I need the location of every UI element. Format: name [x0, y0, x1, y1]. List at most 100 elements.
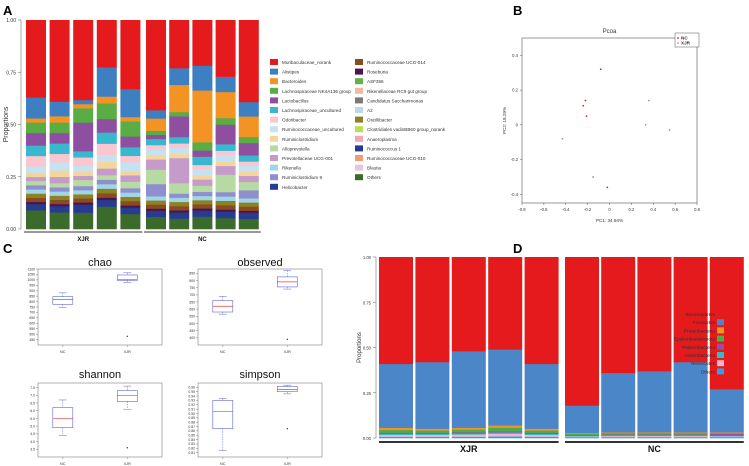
a-legend-label-candidatus-saccharimonas: Candidatus Saccharimonas	[367, 98, 424, 103]
c-simpson-y-tick-label: 0.94	[188, 394, 195, 398]
d-y-axis-title: Proportions	[357, 332, 363, 363]
d-bar-segment-firmicutes	[637, 371, 672, 433]
d-bar-segment-others	[451, 436, 486, 439]
a-bar-segment-lactobacillus	[238, 142, 259, 156]
d-bar-segment-epsilonbacteraeota	[601, 432, 636, 435]
a-bar-segment-odoribacter	[73, 157, 94, 166]
a-bar-segment-ruminococcaceae-uncultured	[192, 168, 213, 176]
a-bar-segment-ruminiclostridium	[73, 171, 94, 177]
a-bar-segment-rikenella	[169, 197, 190, 203]
a-bar-segment-oscillibacter	[73, 194, 94, 199]
a-bar-segment-rikenella	[215, 196, 236, 201]
d-bar-segment-tenericutes	[524, 434, 559, 437]
b-point-xjr	[592, 176, 594, 178]
c-observed-x-tick-label-xjr: XJR	[284, 350, 291, 354]
d-bar-segment-firmicutes	[415, 361, 450, 429]
panel-letter-a: A	[3, 3, 13, 18]
a-bar-segment-lactobacillus	[146, 134, 166, 140]
a-bar-segment-lachnospiraceae-uncultured	[238, 155, 259, 162]
a-bar-segment-bacteroides	[146, 118, 166, 131]
a-legend-label-asf356: ASF356	[367, 79, 384, 84]
b-x-tick-label: 0.2	[628, 207, 634, 212]
d-bar-segment-actinobacteria	[673, 435, 708, 437]
c-simpson-y-tick-label: 0.88	[188, 420, 195, 424]
d-legend-swatch-bacteroidetes	[717, 311, 724, 317]
a-bar-segment-lactobacillus	[96, 118, 117, 133]
a-bar-segment-alistipes	[192, 65, 213, 91]
c-simpson-y-tick-label: 0.81	[188, 451, 195, 455]
a-bar-segment-ruminococcus-1	[96, 199, 117, 203]
d-bar-segment-firmicutes	[524, 363, 559, 429]
a-bar-segment-muribaculaceae-norank	[169, 20, 190, 69]
c-chao-y-tick-label: 700	[29, 311, 35, 315]
a-bar-segment-ruminococcaceae-uncultured	[238, 165, 259, 172]
d-y-tick-label: 0.50	[363, 346, 372, 351]
a-bar-segment-roseburia	[169, 210, 190, 213]
a-bar-segment-alloprevotella	[26, 180, 46, 186]
d-bar-segment-bacteroidetes	[451, 257, 486, 352]
d-bar-segment-patescibacteria	[415, 432, 450, 434]
a-bar-segment-lachnospiraceae-nk4a136-group	[120, 121, 141, 137]
a-legend-swatch-blautia	[355, 164, 363, 171]
a-bar-segment-muribaculaceae-norank	[73, 20, 94, 101]
d-bar-segment-others	[379, 436, 413, 439]
a-legend-swatch-candidatus-saccharimonas	[355, 97, 363, 104]
a-legend-swatch-bacteroides	[270, 78, 278, 85]
b-point-nc	[584, 99, 587, 102]
d-bar-segment-proteobacteria	[379, 427, 413, 431]
d-bar-segment-epsilonbacteraeota	[709, 432, 744, 434]
d-bar-segment-proteobacteria	[488, 425, 523, 428]
a-bar-segment-lachnospiraceae-nk4a136-group	[26, 122, 46, 134]
a-bar-segment-roseburia	[96, 197, 117, 201]
c-chao-y-tick-label: 600	[29, 322, 35, 326]
a-bar-segment-ruminococcaceae-ucg-014	[238, 206, 259, 211]
a-bar-segment-ruminococcus-1	[169, 212, 190, 215]
a-bar-segment-lachnospiraceae-uncultured	[192, 156, 213, 166]
a-bar-segment-lachnospiraceae-uncultured	[26, 145, 46, 157]
d-bar-segment-others	[415, 436, 450, 439]
a-legend-swatch-a2	[355, 107, 363, 113]
c-chao-outlier-xjr	[126, 335, 128, 338]
c-chao-y-tick-label: 650	[29, 316, 35, 320]
a-bar-segment-odoribacter	[215, 150, 236, 156]
c-chao-y-tick-label: 450	[29, 338, 35, 342]
c-simpson-box-xjr	[276, 386, 298, 393]
d-y-tick-label: 1.00	[363, 255, 372, 260]
a-legend-swatch-lachnospiraceae-uncultured	[270, 107, 278, 113]
a-bar-segment-bacteroides	[26, 118, 46, 123]
a-bar-segment-ruminococcaceae-uncultured	[169, 147, 190, 155]
a-bar-segment-lactobacillus	[73, 122, 94, 152]
c-observed-y-tick-label: 450	[189, 329, 195, 333]
a-bar-segment-helicobacter	[192, 212, 213, 217]
d-bar-segment-patescibacteria	[524, 432, 559, 434]
b-plot-frame	[521, 37, 698, 204]
d-legend-swatch-proteobacteria	[717, 327, 724, 334]
c-chao-y-tick-label: 800	[29, 300, 35, 304]
d-bar-segment-patescibacteria	[673, 434, 708, 436]
d-bar-segment-firmicutes	[488, 349, 523, 426]
a-bar-segment-others	[192, 216, 213, 230]
a-bar-segment-others	[238, 218, 259, 230]
a-bar-segment-ruminococcaceae-uncultured	[120, 162, 141, 172]
a-bar-segment-ruminococcaceae-uncultured	[73, 165, 94, 172]
d-bar-segment-bacteroidetes	[415, 257, 450, 363]
a-bar-segment-alistipes	[49, 101, 70, 117]
a-bar-segment-lachnospiraceae-nk4a136-group	[238, 136, 259, 144]
c-shannon-y-tick-label: 6.0	[30, 409, 35, 413]
a-bar-segment-ruminococcus-1	[215, 211, 236, 215]
a-bar-segment-bacteroides	[238, 116, 259, 138]
a-bar-segment-ruminiclostridium-9	[192, 191, 213, 197]
c-shannon-y-tick-label: 5.0	[30, 424, 35, 428]
a-bar-segment-ruminococcaceae-ucg-014	[146, 204, 166, 209]
a-bar-segment-odoribacter	[26, 155, 46, 167]
d-legend-swatch-patescibacteria	[717, 343, 724, 350]
c-shannon-x-tick-label-nc: NC	[60, 462, 66, 466]
d-bar-segment-bacteroidetes	[488, 257, 523, 350]
a-bar-segment-bacteroides	[215, 91, 236, 119]
a-bar-segment-bacteroides	[120, 116, 141, 122]
d-group-label-xjr: XJR	[460, 444, 478, 454]
c-observed-y-tick-label: 550	[189, 315, 195, 319]
a-bar-segment-oscillibacter	[120, 196, 141, 202]
a-bar-segment-ruminiclostridium	[120, 170, 141, 176]
a-bar-segment-lachnospiraceae-nk4a136-group	[146, 130, 166, 136]
